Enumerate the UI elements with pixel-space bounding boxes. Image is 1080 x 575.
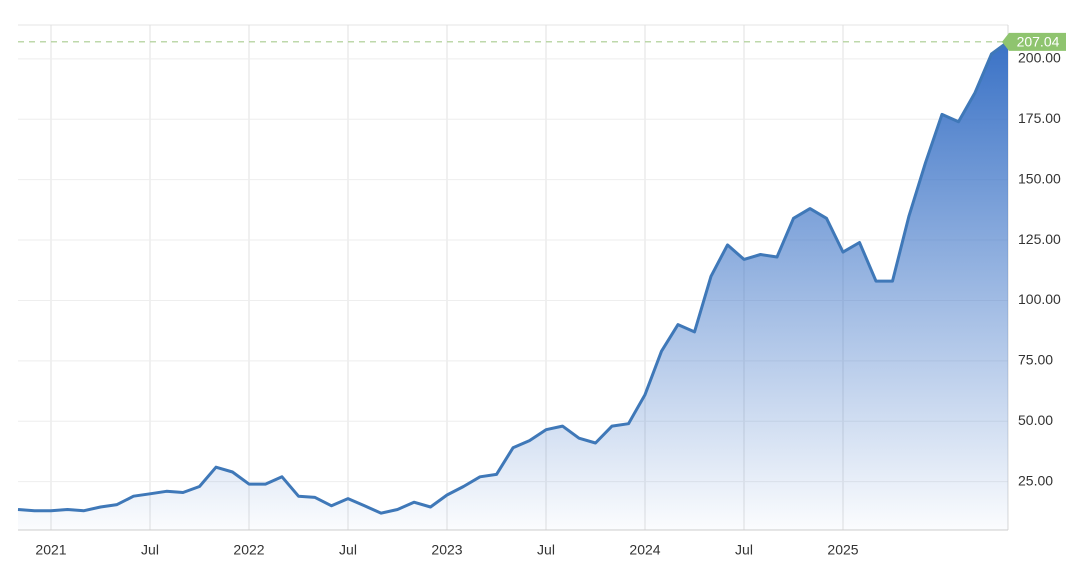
area-fill bbox=[18, 41, 1008, 531]
y-tick-label: 75.00 bbox=[1018, 352, 1053, 368]
last-value-label: 207.04 bbox=[1017, 34, 1060, 50]
y-tick-label: 125.00 bbox=[1018, 231, 1061, 247]
y-tick-label: 150.00 bbox=[1018, 170, 1061, 186]
x-tick-label: 2024 bbox=[629, 542, 660, 558]
price-line bbox=[17, 40, 1009, 515]
y-tick-label: 175.00 bbox=[1018, 110, 1061, 126]
x-tick-label: 2021 bbox=[35, 542, 66, 558]
x-tick-label: Jul bbox=[339, 542, 357, 558]
x-tick-label: 2025 bbox=[827, 542, 858, 558]
y-tick-label: 50.00 bbox=[1018, 412, 1053, 428]
x-tick-label: 2022 bbox=[233, 542, 264, 558]
x-tick-label: Jul bbox=[537, 542, 555, 558]
last-value-badge bbox=[1002, 32, 1066, 51]
y-tick-label: 25.00 bbox=[1018, 472, 1053, 488]
x-tick-label: Jul bbox=[735, 542, 753, 558]
y-tick-label: 100.00 bbox=[1018, 291, 1061, 307]
y-tick-label: 200.00 bbox=[1018, 50, 1061, 66]
x-tick-label: 2023 bbox=[431, 542, 462, 558]
x-tick-label: Jul bbox=[141, 542, 159, 558]
